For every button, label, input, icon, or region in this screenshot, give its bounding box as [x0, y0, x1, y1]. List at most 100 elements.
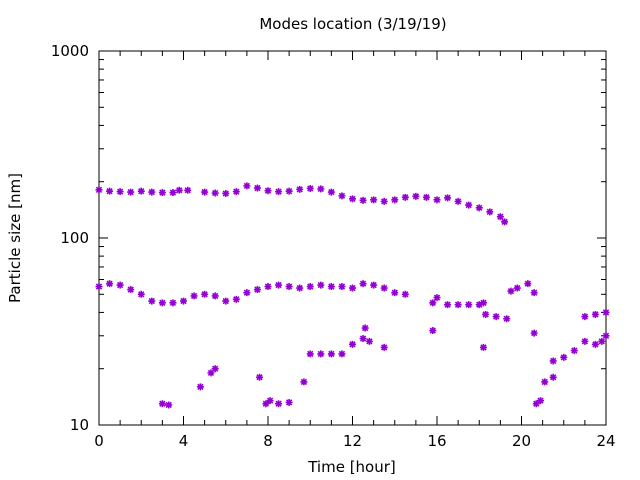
data-point	[492, 313, 500, 321]
tick-labels: 0 4 8 12 16 20 24 10 100 1000	[51, 42, 616, 450]
data-point	[338, 350, 346, 358]
data-point	[560, 353, 568, 361]
y-tick-label: 100	[60, 229, 89, 247]
data-point	[486, 208, 494, 216]
data-point	[532, 400, 540, 408]
data-point	[180, 297, 187, 305]
data-point	[275, 188, 283, 196]
data-point	[296, 284, 304, 292]
data-point	[232, 295, 240, 303]
data-point	[317, 350, 325, 358]
data-point	[361, 324, 369, 332]
x-tick-label: 8	[263, 432, 273, 450]
data-point	[591, 310, 599, 318]
data-point	[175, 186, 183, 194]
data-point	[201, 290, 209, 298]
x-axis-label: Time [hour]	[307, 458, 396, 476]
data-point	[391, 196, 399, 204]
data-point	[530, 329, 538, 337]
data-point	[306, 184, 314, 192]
data-point	[370, 281, 378, 289]
y-axis-label: Particle size [nm]	[6, 173, 24, 303]
data-point	[327, 350, 335, 358]
data-point	[454, 197, 462, 205]
data-point	[349, 284, 356, 292]
data-point	[165, 401, 173, 409]
data-point	[475, 301, 483, 309]
data-point	[296, 185, 304, 193]
x-tick-label: 20	[512, 432, 531, 450]
data-point	[148, 188, 156, 196]
data-point	[465, 301, 473, 309]
data-point	[253, 184, 261, 192]
x-tick-label: 12	[343, 432, 362, 450]
data-point	[338, 192, 346, 200]
data-point	[306, 283, 314, 291]
data-point	[429, 299, 437, 307]
data-point	[391, 289, 399, 297]
data-point	[401, 290, 409, 298]
data-point	[581, 313, 589, 321]
x-tick-label: 24	[596, 432, 615, 450]
data-point	[262, 400, 270, 408]
data-point	[581, 337, 589, 345]
data-point	[285, 398, 293, 406]
y-tick-label: 10	[70, 416, 89, 434]
data-point	[232, 188, 240, 196]
data-point	[243, 289, 251, 297]
data-point	[275, 400, 283, 408]
data-point	[184, 186, 192, 194]
data-point	[253, 286, 261, 294]
data-point	[137, 187, 145, 195]
data-point	[444, 301, 452, 309]
data-point	[401, 193, 409, 201]
data-point	[591, 340, 599, 348]
data-point	[475, 204, 483, 212]
data-point	[349, 195, 356, 203]
data-point	[370, 196, 378, 204]
data-point	[496, 213, 504, 221]
data-point	[285, 283, 293, 291]
data-point	[602, 308, 610, 316]
data-point	[530, 289, 538, 297]
data-point	[106, 187, 114, 195]
data-point	[524, 280, 532, 288]
data-point	[116, 188, 124, 196]
data-point	[211, 365, 219, 373]
y-tick-label: 1000	[51, 42, 89, 60]
data-point	[306, 350, 314, 358]
data-point	[211, 189, 219, 197]
data-point	[365, 337, 373, 345]
data-point	[327, 283, 335, 291]
data-point	[433, 294, 441, 302]
data-point	[541, 378, 549, 386]
data-point	[317, 185, 325, 193]
data-point	[602, 332, 610, 340]
data-point	[222, 189, 230, 197]
x-tick-label: 0	[94, 432, 104, 450]
data-points	[95, 182, 610, 409]
data-point	[380, 284, 388, 292]
data-point	[412, 192, 420, 200]
data-point	[95, 283, 103, 291]
data-point	[222, 297, 230, 305]
data-point	[479, 343, 487, 351]
data-point	[454, 301, 462, 309]
data-point	[264, 283, 272, 291]
data-point	[327, 188, 335, 196]
data-point	[158, 400, 166, 408]
data-point	[158, 189, 166, 197]
data-point	[380, 343, 388, 351]
data-point	[190, 292, 198, 300]
chart-title: Modes location (3/19/19)	[259, 15, 446, 33]
data-point	[359, 196, 367, 204]
data-point	[127, 286, 135, 294]
data-point	[169, 189, 177, 197]
data-point	[359, 335, 367, 343]
data-point	[422, 193, 430, 201]
axis-ticks	[98, 50, 607, 426]
data-point	[507, 287, 515, 295]
data-point	[266, 397, 274, 405]
data-point	[513, 284, 521, 292]
